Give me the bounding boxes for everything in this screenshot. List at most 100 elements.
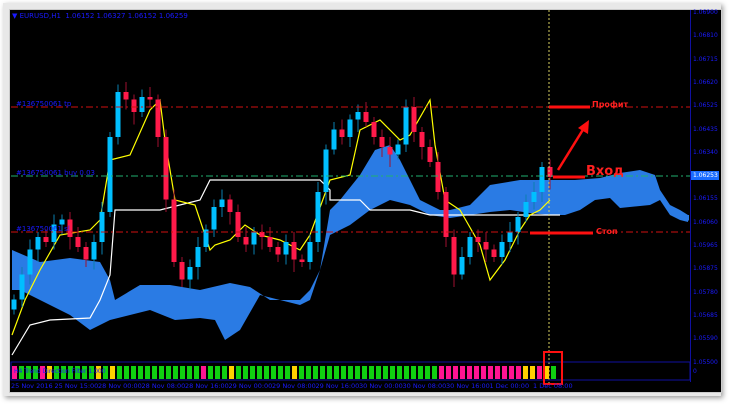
signal-bar xyxy=(117,366,122,379)
signal-bar xyxy=(299,366,304,379)
time-tick-label: 25 Nov 15:00 xyxy=(54,382,99,390)
candles xyxy=(11,82,553,315)
candle-body xyxy=(179,262,185,280)
signal-bar xyxy=(467,366,472,379)
ichimoku-cloud xyxy=(12,145,688,340)
time-tick-label: 1 Dec 08:00 xyxy=(533,382,573,390)
indicator-label: H4 Trend Direction Filter 1.000 xyxy=(14,368,106,375)
candle-body xyxy=(243,237,249,245)
candle-body xyxy=(443,192,449,237)
candle-body xyxy=(203,229,209,247)
signal-bar xyxy=(516,366,521,379)
candle-body xyxy=(475,237,481,242)
signal-bar xyxy=(208,366,213,379)
candle-body xyxy=(323,149,329,192)
candle-body xyxy=(43,237,49,242)
signal-bar xyxy=(243,366,248,379)
signal-bar xyxy=(89,366,94,379)
time-tick-label: 30 Nov 16:00 xyxy=(446,382,490,390)
time-tick-label: 29 Nov 08:00 xyxy=(272,382,316,390)
signal-bar xyxy=(355,366,360,379)
signal-bar xyxy=(411,366,416,379)
signal-bar xyxy=(306,366,311,379)
sl-label: #136750061 sl xyxy=(16,225,70,233)
signal-bar xyxy=(75,366,80,379)
symbol-label: EURUSD,H1 xyxy=(19,12,61,20)
candle-body xyxy=(539,167,545,192)
candle-body xyxy=(187,267,193,280)
signal-bar xyxy=(334,366,339,379)
candle-body xyxy=(251,232,257,245)
signal-bar xyxy=(523,366,528,379)
signal-bar xyxy=(488,366,493,379)
time-tick-label: 30 Nov 00:00 xyxy=(359,382,403,390)
signal-bar xyxy=(96,366,101,379)
signal-bar xyxy=(215,366,220,379)
signal-bar xyxy=(390,366,395,379)
candle-body xyxy=(227,199,233,212)
candle-body xyxy=(219,199,225,207)
candle-body xyxy=(163,137,169,200)
candle-body xyxy=(451,237,457,275)
time-tick-label: 28 Nov 00:00 xyxy=(98,382,142,390)
signal-bar xyxy=(145,366,150,379)
price-tick-label: 1.05500 xyxy=(693,358,718,366)
signal-bar xyxy=(33,366,38,379)
candle-body xyxy=(195,247,201,267)
time-tick-label: 30 Nov 08:00 xyxy=(402,382,447,390)
price-axis[interactable] xyxy=(690,10,691,382)
signal-bar xyxy=(327,366,332,379)
signal-bar xyxy=(257,366,262,379)
candle-body xyxy=(315,192,321,242)
profit-annotation: Профит xyxy=(592,100,629,109)
signal-bar xyxy=(530,366,535,379)
time-tick-label: 28 Nov 08:00 xyxy=(141,382,186,390)
candle-body xyxy=(235,212,241,237)
signal-bar xyxy=(481,366,486,379)
candle-body xyxy=(19,274,25,300)
price-tick-label: 1.06525 xyxy=(693,102,718,110)
time-tick-label: 25 Nov 2016 xyxy=(11,382,53,390)
ohlc-values: 1.06152 1.06327 1.06152 1.06259 xyxy=(65,12,188,20)
signal-bar xyxy=(229,366,234,379)
signal-bar xyxy=(285,366,290,379)
candle-body xyxy=(435,162,441,192)
candle-body xyxy=(91,242,97,260)
signal-bar xyxy=(425,366,430,379)
signal-bar xyxy=(82,366,87,379)
tp-label: #136750061 tp xyxy=(16,100,72,108)
signal-bar xyxy=(250,366,255,379)
candle-body xyxy=(379,137,385,147)
signal-bar xyxy=(537,366,542,379)
signal-bar xyxy=(439,366,444,379)
candle-body xyxy=(411,107,417,132)
signal-bar xyxy=(40,366,45,379)
candle-body xyxy=(499,242,505,257)
signal-bar xyxy=(103,366,108,379)
price-tick-label: 1.05685 xyxy=(693,311,718,319)
candle-body xyxy=(283,242,289,255)
collapse-triangle-icon[interactable]: ▼ xyxy=(12,12,20,20)
signal-bar xyxy=(383,366,388,379)
time-tick-label: 28 Nov 16:00 xyxy=(185,382,229,390)
time-tick-label: 29 Nov 00:00 xyxy=(228,382,273,390)
candle-body xyxy=(459,257,465,275)
candle-body xyxy=(211,207,217,230)
signal-bar xyxy=(271,366,276,379)
signal-bar xyxy=(194,366,199,379)
price-tick-label: 1.06435 xyxy=(693,125,718,133)
candle-body xyxy=(491,249,497,257)
signal-bar xyxy=(376,366,381,379)
price-tick-label: 1.06155 xyxy=(693,195,718,203)
candle-body xyxy=(67,219,73,237)
signal-bar xyxy=(509,366,514,379)
candle-body xyxy=(131,99,137,112)
candle-body xyxy=(155,99,161,137)
candle-body xyxy=(83,247,89,260)
signal-bar xyxy=(544,366,549,379)
signal-bar xyxy=(12,366,17,379)
candle-body xyxy=(507,232,513,242)
candle-body xyxy=(59,219,65,225)
candle-body xyxy=(291,242,297,260)
